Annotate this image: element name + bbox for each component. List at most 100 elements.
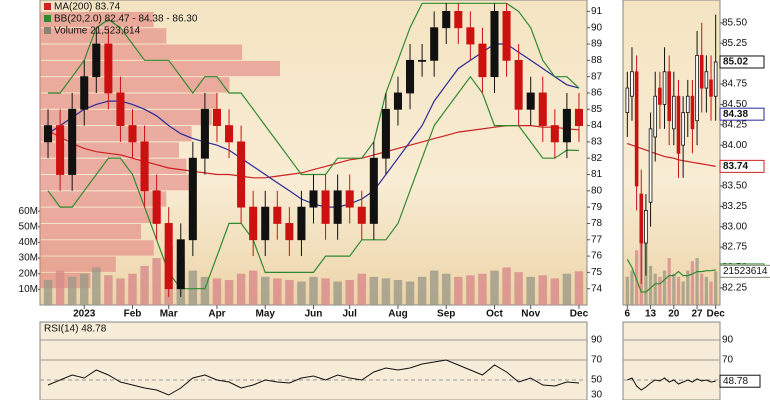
volume-tick-label: 40M xyxy=(19,237,38,248)
legend-entry: MA(200) 83.74 xyxy=(54,2,121,13)
volume-tick-label: 20M xyxy=(19,268,38,279)
candle-body xyxy=(381,108,390,159)
candle-body xyxy=(249,206,258,241)
volume-by-price-bar xyxy=(40,77,230,93)
candle-body xyxy=(667,71,671,122)
candle-body xyxy=(709,79,713,97)
price-tick-label: 82 xyxy=(591,153,603,164)
indicator-line xyxy=(626,259,716,293)
x-tick-label: Jun xyxy=(305,309,323,320)
volume-bar xyxy=(188,270,198,305)
candle-body xyxy=(672,95,676,130)
candle-body xyxy=(658,87,662,105)
price-tick-label: 86 xyxy=(591,88,603,99)
legend-swatch xyxy=(44,15,51,22)
rsi-panel xyxy=(39,321,588,400)
volume-bar xyxy=(321,278,330,305)
candle-body xyxy=(454,11,463,29)
volume-bar xyxy=(224,279,234,305)
volume-bar xyxy=(658,276,662,305)
price-tick-label: 90 xyxy=(591,22,603,33)
rsi-tick-label: 30 xyxy=(591,390,603,400)
volume-bar xyxy=(104,275,113,305)
x-tick-label: 27 xyxy=(692,309,704,320)
price-tick-label: 84.25 xyxy=(722,119,747,130)
volume-bar xyxy=(212,278,222,305)
candle-body xyxy=(550,125,559,143)
volume-bar xyxy=(80,273,89,305)
price-tag-label: 83.74 xyxy=(723,161,748,172)
candle-body xyxy=(345,190,354,208)
indicator-line xyxy=(48,2,580,176)
zoom-panel xyxy=(622,0,721,306)
x-tick-label: Dec xyxy=(570,309,589,320)
volume-by-price-bar xyxy=(40,272,91,289)
volume-bar xyxy=(630,270,634,305)
candle-body xyxy=(104,43,113,94)
candle-body xyxy=(634,71,639,187)
legend-swatch xyxy=(44,27,51,34)
price-tag-label: 84.38 xyxy=(723,109,748,120)
volume-by-price-bar xyxy=(40,60,280,77)
volume-bar xyxy=(695,258,699,305)
price-tick-label: 83.00 xyxy=(722,221,747,232)
x-tick-label: Aug xyxy=(388,309,407,320)
price-tick-label: 82.75 xyxy=(722,242,747,253)
price-tick-label: 88 xyxy=(591,55,603,66)
volume-bar xyxy=(490,270,499,305)
volume-bar xyxy=(562,273,572,305)
price-tick-label: 85.50 xyxy=(722,17,747,28)
x-tick-label: Dec xyxy=(706,309,725,320)
price-tag xyxy=(719,55,765,69)
volume-bar xyxy=(709,281,713,305)
volume-bar xyxy=(128,273,137,305)
candle-body xyxy=(704,71,709,89)
price-tag-label: 85.02 xyxy=(723,57,748,68)
price-tick-label: 77 xyxy=(591,234,603,245)
price-tick-label: 89 xyxy=(591,39,603,50)
candle-body xyxy=(648,128,653,203)
candle-body xyxy=(176,239,185,290)
volume-bar xyxy=(357,273,366,305)
x-tick-label: Mar xyxy=(160,309,178,320)
volume-tag-label: 21523614 xyxy=(723,266,768,277)
volume-tick-label: 30M xyxy=(19,253,38,264)
candle-body xyxy=(695,55,699,122)
indicator-line xyxy=(627,142,716,167)
rsi-tick-label: 70 xyxy=(591,355,603,366)
candle-body xyxy=(514,59,523,110)
volume-by-price-bar xyxy=(40,93,217,109)
volume-bar xyxy=(466,275,475,305)
candle-body xyxy=(478,43,487,78)
volume-bar xyxy=(538,275,547,305)
candle-body xyxy=(538,92,547,126)
volume-bar xyxy=(140,265,149,305)
candle-body xyxy=(56,125,65,175)
volume-bar xyxy=(248,270,258,305)
volume-by-price-bar xyxy=(40,126,192,142)
rsi-tag-label: 48.78 xyxy=(723,376,748,387)
candle-body xyxy=(574,108,583,126)
volume-bar xyxy=(625,276,629,305)
price-tag xyxy=(719,107,765,121)
candle-body xyxy=(502,11,511,61)
volume-tick-label: 10M xyxy=(19,284,38,295)
legend-swatch xyxy=(44,3,51,10)
volume-bar xyxy=(714,271,718,305)
candle-body xyxy=(418,59,427,62)
volume-bar xyxy=(393,279,403,305)
candle-body xyxy=(128,125,137,143)
volume-bar xyxy=(686,270,690,305)
price-tick-label: 83 xyxy=(591,137,603,148)
volume-bar xyxy=(152,258,161,305)
rsi-tick-label: 90 xyxy=(722,335,734,346)
price-tick-label: 85.25 xyxy=(722,38,747,49)
volume-bar xyxy=(297,281,306,305)
volume-bar xyxy=(478,273,487,305)
x-tick-label: Nov xyxy=(521,309,540,320)
candle-body xyxy=(200,108,209,159)
volume-bar xyxy=(574,271,584,305)
rsi-line xyxy=(627,377,716,391)
candle-body xyxy=(225,125,234,143)
